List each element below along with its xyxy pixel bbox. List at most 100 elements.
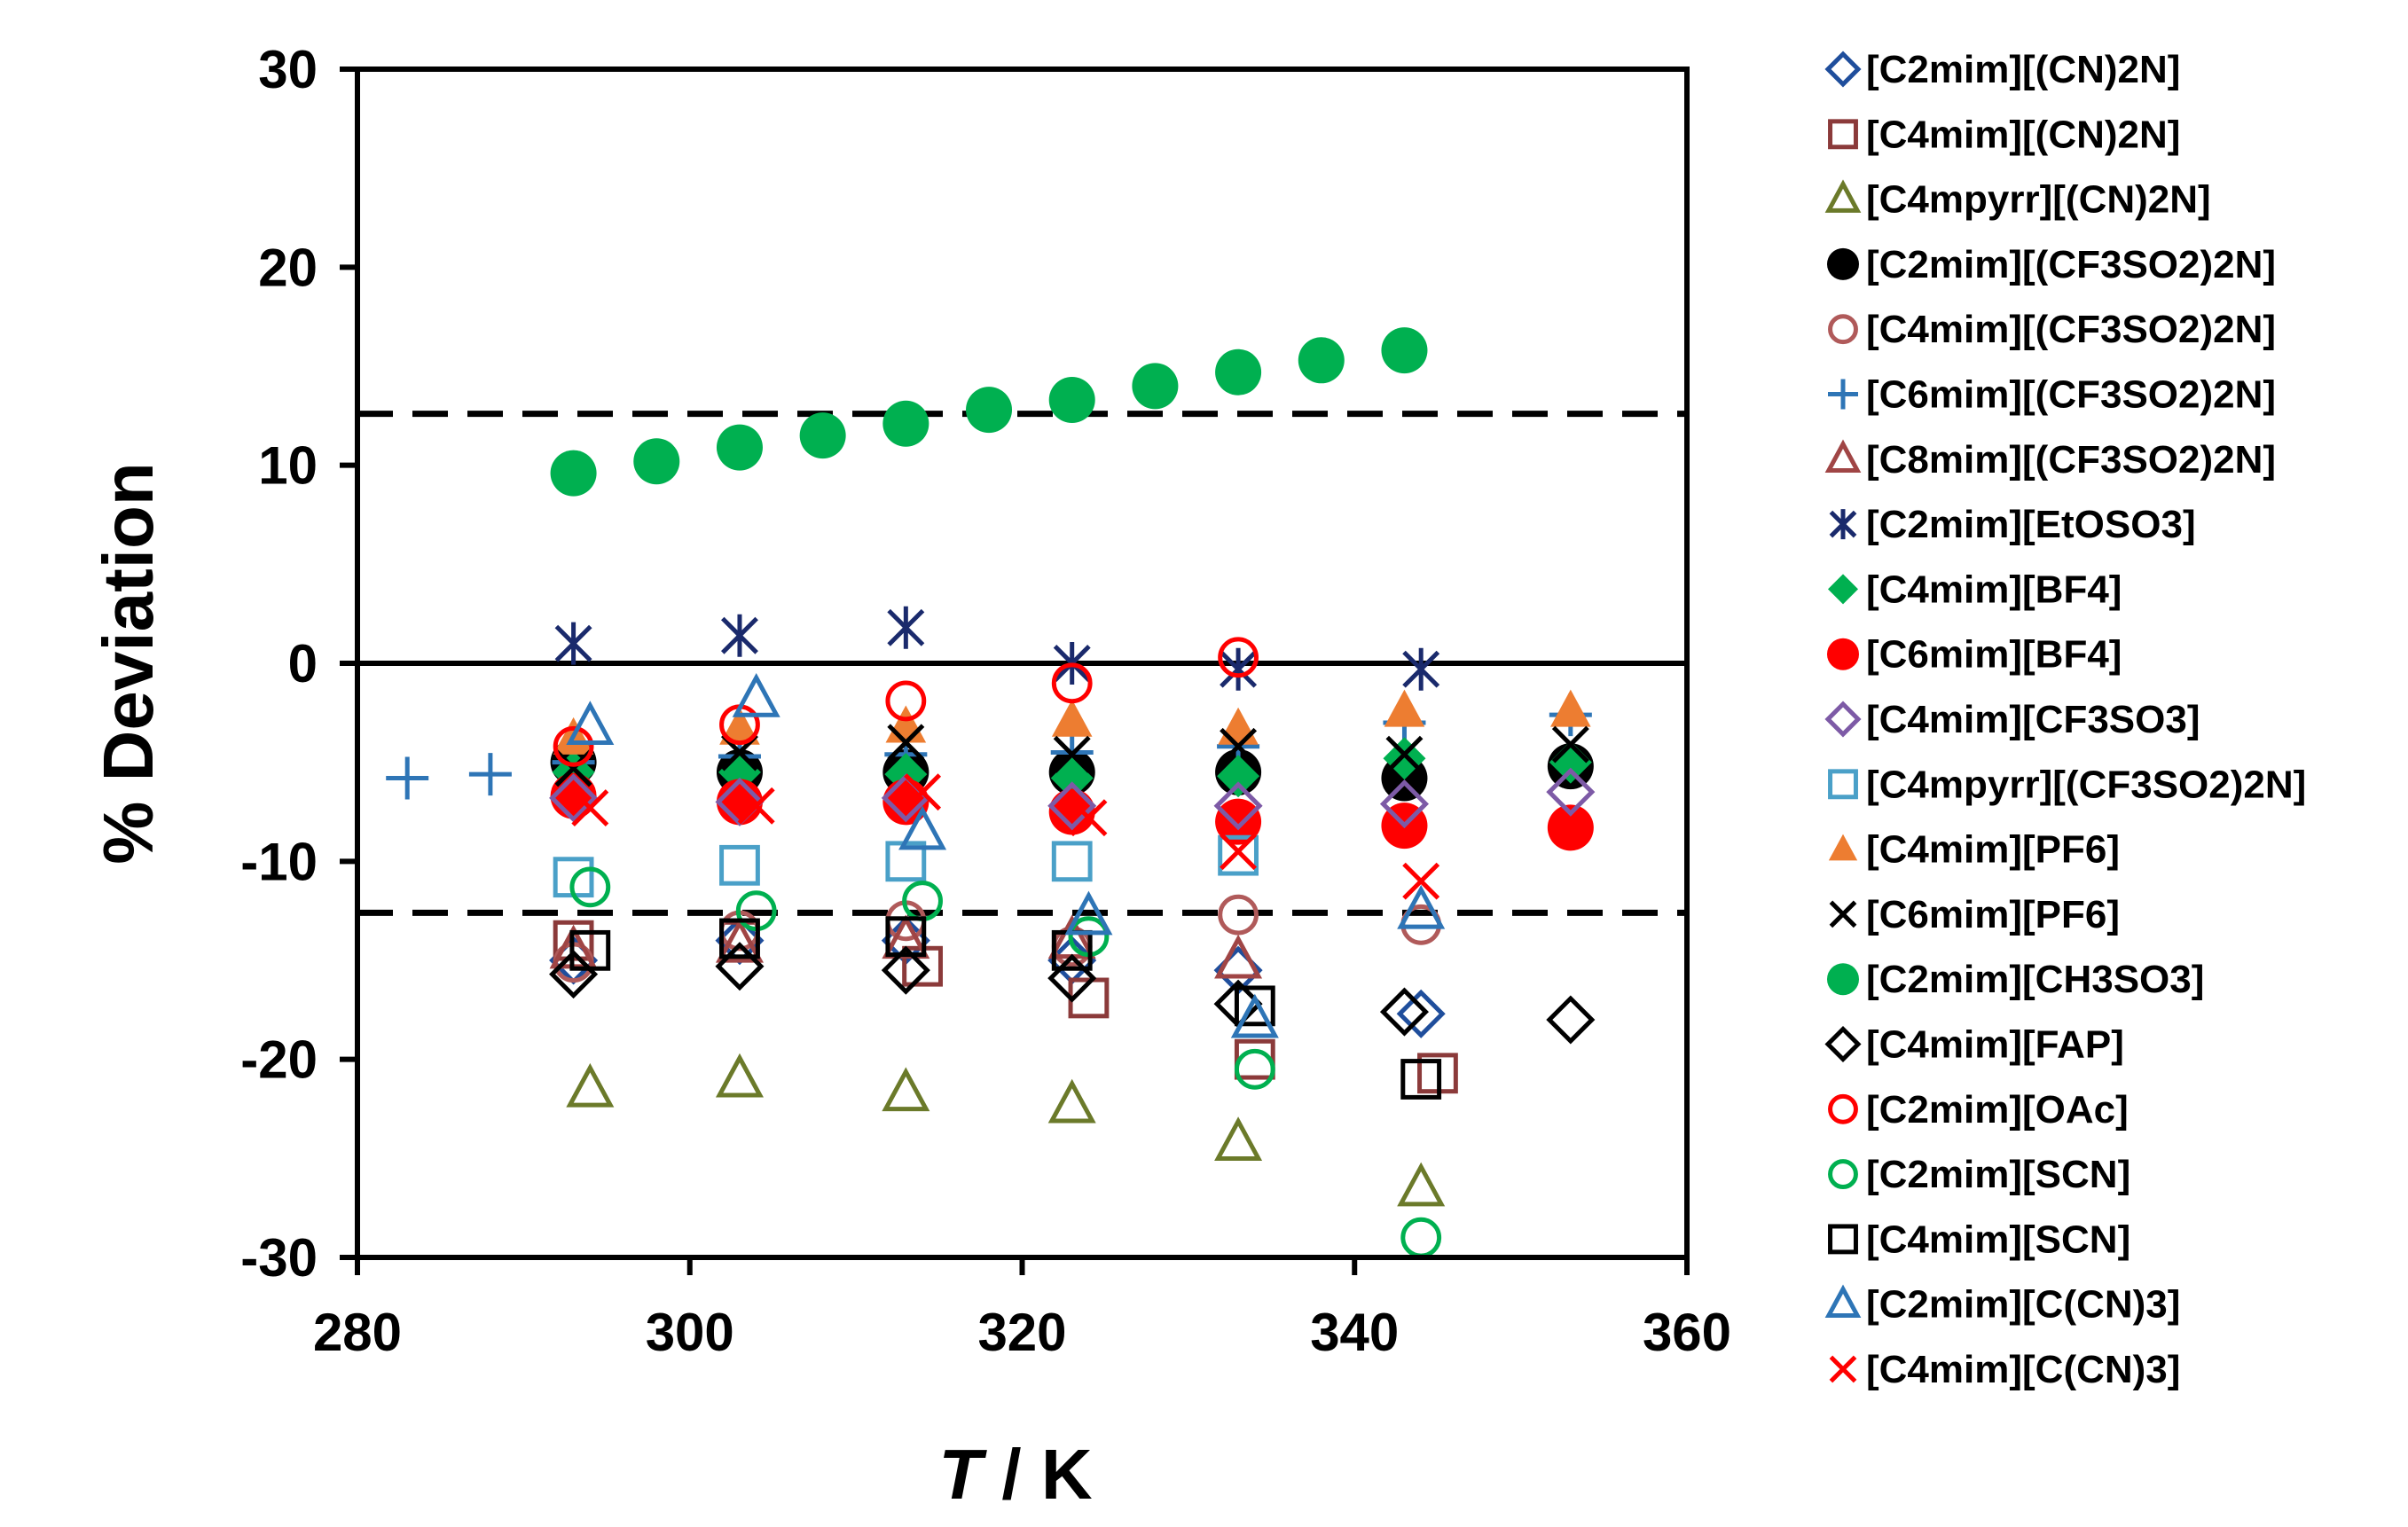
legend-label: [C2mim][C(CN)3]: [1866, 1283, 2180, 1327]
y-axis-ticks: 30 20 10 0 -10 -20 -30: [240, 40, 357, 1288]
y-tick-label: 30: [258, 40, 318, 99]
legend-entry: [C2mim][EtOSO3]: [1829, 503, 2196, 546]
reference-lines: [357, 411, 1687, 916]
series-16: [553, 637, 1259, 767]
legend: [C2mim][(CN)2N] [C4mim][(CN)2N] [C4mpyrr][…: [1824, 48, 2306, 1391]
x-axis-title: T / K: [938, 1435, 1093, 1514]
legend-marker: [1828, 574, 1858, 605]
series-14: [550, 327, 1428, 497]
legend-label: [C4mim][SCN]: [1866, 1218, 2130, 1261]
y-tick-label: 0: [288, 634, 318, 693]
data-point: [882, 400, 929, 447]
legend-label: [C2mim][(CF3SO2)2N]: [1866, 243, 2276, 286]
x-tick-label: 320: [977, 1303, 1066, 1362]
data-point: [549, 773, 599, 823]
legend-marker: [1828, 314, 1858, 345]
legend-marker: [1827, 638, 1859, 670]
data-point: [1550, 689, 1591, 727]
data-point: [386, 756, 429, 800]
legend-entry: [C6mim][PF6]: [1829, 893, 2120, 936]
legend-entry: [C2mim][CH3SO3]: [1827, 958, 2204, 1001]
data-point: [1064, 890, 1113, 936]
data-point: [566, 701, 615, 745]
data-point: [1217, 755, 1260, 798]
data-point: [1546, 995, 1596, 1045]
data-point: [1549, 740, 1592, 784]
legend-label: [C4mim][(CN)2N]: [1866, 113, 2180, 156]
legend-entry: [C2mim][SCN]: [1828, 1153, 2130, 1196]
data-point: [1048, 376, 1095, 423]
data-point: [715, 1053, 764, 1098]
data-point: [571, 789, 609, 827]
data-point: [1546, 767, 1596, 817]
data-point: [1234, 985, 1275, 1027]
data-point: [1379, 779, 1429, 829]
data-point: [887, 724, 925, 762]
y-tick-label: 10: [258, 436, 318, 496]
data-point: [885, 680, 927, 722]
legend-marker: [1829, 1355, 1857, 1383]
legend-label: [C4mpyrr][(CF3SO2)2N]: [1866, 763, 2306, 806]
data-point: [1213, 781, 1263, 831]
legend-entry: [C2mim][(CN)2N]: [1824, 48, 2180, 91]
legend-marker: [1828, 1224, 1858, 1255]
series-20: [571, 773, 1440, 900]
legend-marker: [1828, 834, 1858, 861]
data-point: [1053, 735, 1091, 773]
legend-marker: [1829, 900, 1857, 928]
data-point: [569, 929, 611, 971]
data-point: [881, 945, 930, 995]
legend-entry: [C4mim][BF4]: [1828, 568, 2122, 611]
legend-entry: [C4mim][(CN)2N]: [1828, 113, 2180, 156]
data-point: [1383, 737, 1426, 780]
data-point: [1214, 1116, 1263, 1161]
legend-marker: [1828, 1093, 1858, 1124]
legend-marker: [1828, 1159, 1858, 1190]
data-point: [720, 614, 758, 657]
data-point: [1379, 987, 1429, 1037]
legend-label: [C2mim][CH3SO3]: [1866, 958, 2204, 1001]
x-axis-title-unit: / K: [982, 1435, 1093, 1514]
data-point: [554, 622, 592, 665]
series-18: [569, 916, 1442, 1100]
data-point: [715, 918, 764, 963]
legend-marker: [1828, 379, 1858, 410]
data-point: [1218, 894, 1259, 936]
data-point: [1396, 989, 1446, 1038]
legend-label: [C4mim][PF6]: [1866, 828, 2120, 872]
data-point: [1047, 1078, 1096, 1124]
legend-marker: [1824, 1284, 1862, 1318]
data-point: [633, 438, 680, 485]
data-point: [1218, 834, 1259, 876]
data-point: [1234, 1048, 1275, 1090]
legend-label: [C6mim][(CF3SO2)2N]: [1866, 373, 2276, 417]
data-point: [569, 866, 611, 908]
series-19: [566, 672, 1446, 1038]
y-tick-label: -30: [240, 1228, 318, 1288]
x-tick-label: 280: [313, 1303, 402, 1362]
legend-marker: [1824, 1025, 1862, 1063]
legend-entry: [C4mim][SCN]: [1828, 1218, 2130, 1261]
data-point: [898, 805, 947, 850]
data-point: [1051, 662, 1093, 704]
series-2: [566, 1053, 1446, 1207]
legend-entry: [C2mim][(CF3SO2)2N]: [1827, 243, 2276, 286]
x-tick-label: 360: [1643, 1303, 1731, 1362]
x-axis-ticks: 280 300 320 340 360: [313, 1257, 1731, 1362]
data-point: [719, 707, 760, 745]
data-point: [1047, 781, 1097, 831]
legend-label: [C4mpyrr][(CN)2N]: [1866, 178, 2211, 222]
legend-entry: [C4mpyrr][(CF3SO2)2N]: [1828, 763, 2306, 806]
data-point: [1215, 348, 1262, 395]
y-tick-label: 20: [258, 238, 318, 297]
legend-entry: [C6mim][BF4]: [1827, 633, 2122, 677]
legend-label: [C4mim][FAP]: [1866, 1023, 2124, 1067]
data-point: [966, 387, 1013, 434]
legend-label: [C4mim][(CF3SO2)2N]: [1866, 308, 2276, 351]
data-point: [799, 412, 846, 459]
data-point: [1298, 337, 1345, 384]
legend-entry: [C4mim][PF6]: [1828, 828, 2120, 872]
legend-entry: [C4mim][(CF3SO2)2N]: [1828, 308, 2276, 351]
legend-entry: [C4mim][FAP]: [1824, 1023, 2124, 1067]
